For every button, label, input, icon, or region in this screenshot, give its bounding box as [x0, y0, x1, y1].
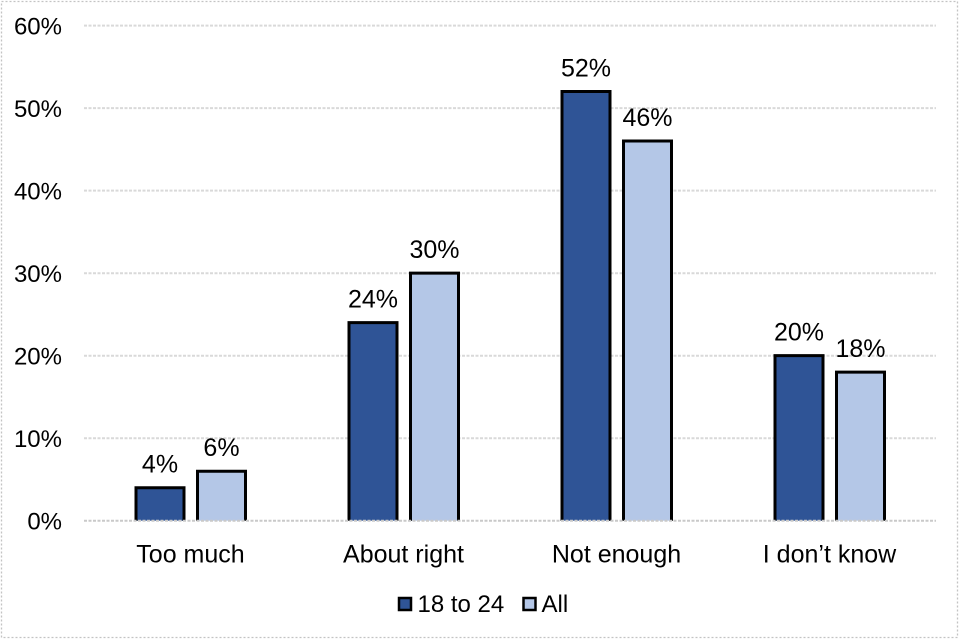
svg-text:6%: 6%: [203, 434, 239, 462]
svg-text:10%: 10%: [14, 426, 62, 453]
svg-text:60%: 60%: [14, 13, 62, 40]
svg-text:Not enough: Not enough: [552, 540, 681, 568]
svg-text:18 to 24: 18 to 24: [418, 591, 505, 618]
svg-text:20%: 20%: [14, 344, 62, 371]
svg-text:All: All: [542, 591, 569, 618]
svg-text:About right: About right: [343, 540, 464, 568]
svg-text:0%: 0%: [27, 509, 62, 536]
svg-text:20%: 20%: [774, 319, 824, 347]
svg-text:Too much: Too much: [136, 540, 244, 568]
svg-text:52%: 52%: [561, 55, 611, 83]
svg-text:18%: 18%: [835, 335, 885, 363]
svg-text:I don’t know: I don’t know: [763, 540, 897, 568]
svg-text:4%: 4%: [142, 451, 178, 479]
svg-text:30%: 30%: [14, 261, 62, 288]
svg-text:40%: 40%: [14, 178, 62, 205]
svg-text:24%: 24%: [348, 286, 398, 314]
svg-text:50%: 50%: [14, 96, 62, 123]
svg-text:46%: 46%: [622, 104, 672, 132]
svg-text:30%: 30%: [409, 236, 459, 264]
